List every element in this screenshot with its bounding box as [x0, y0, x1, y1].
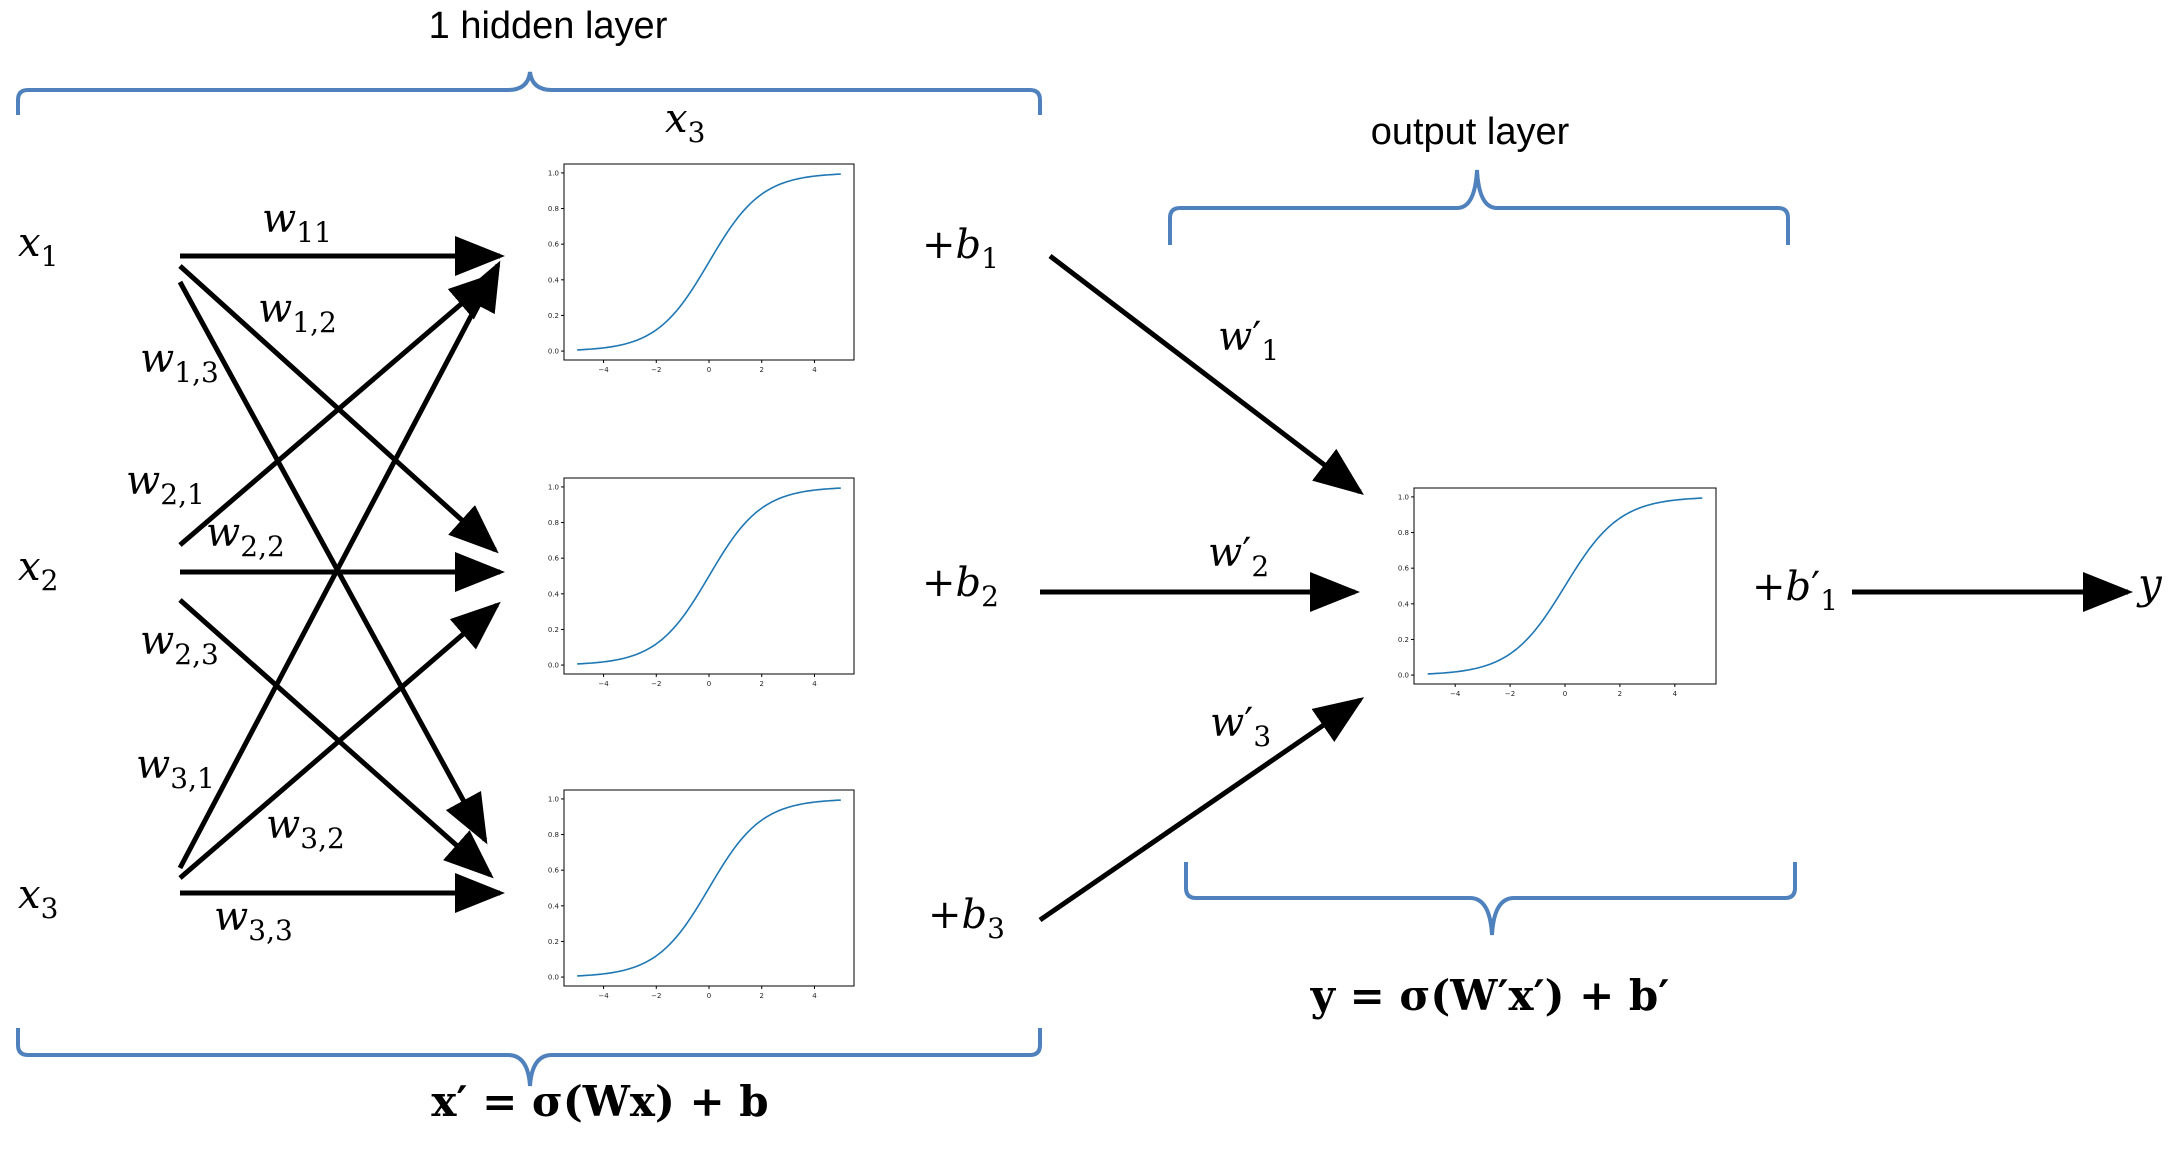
weight-w32-label: w3,2 — [266, 802, 345, 855]
plot-x-tick-label: 4 — [812, 680, 817, 688]
plot-y-tick-label: 1.0 — [548, 795, 559, 803]
plot-y-tick-label: 0.8 — [548, 831, 559, 839]
hidden-to-output-edges — [1038, 254, 2133, 923]
plot-x-tick-label: −2 — [651, 680, 661, 688]
plot-x-tick-label: 4 — [1673, 690, 1678, 698]
plot-y-tick-label: 1.0 — [548, 169, 559, 177]
plot-x-tick-label: 0 — [1563, 690, 1567, 698]
sigmoid-curve — [577, 799, 841, 977]
weight-w13-label: w1,3 — [140, 336, 219, 389]
plot-x-tick-label: 0 — [707, 992, 711, 1000]
plot-y-tick-label: 0.8 — [1398, 529, 1409, 537]
plot-y-tick-label: 0.4 — [548, 902, 560, 910]
plot-y-tick-label: 0.8 — [548, 519, 559, 527]
plot-x-tick-label: 4 — [812, 992, 817, 1000]
output-layer-top-brace — [1168, 169, 1790, 245]
weight-w33-label: w3,3 — [214, 894, 293, 947]
bias-b2-label: +b2 — [922, 560, 999, 613]
edge-w13 — [177, 280, 488, 845]
plot-x-tick-label: 0 — [707, 366, 711, 374]
plot-x-tick-label: 2 — [759, 680, 763, 688]
input-x3-label: x3 — [18, 872, 58, 925]
plot-y-tick-label: 0.0 — [548, 348, 559, 356]
weight-w12-label: w1,2 — [258, 286, 337, 339]
output-variable-label: y — [2136, 559, 2163, 608]
output-layer-equation: y = σ(W′x′) + b′ — [1310, 971, 1670, 1020]
plot-x-tick-label: −2 — [1505, 690, 1515, 698]
sigmoid-curve — [1427, 497, 1703, 675]
plot-y-tick-label: 0.4 — [548, 276, 560, 284]
edge-w-prime-1 — [1048, 254, 1364, 496]
plot-y-tick-label: 0.4 — [548, 590, 560, 598]
output-weight-3-label: w′3 — [1210, 700, 1271, 753]
plot-y-tick-label: 0.6 — [548, 241, 560, 249]
plot-y-tick-label: 1.0 — [1398, 493, 1409, 501]
plot-x-tick-label: 0 — [707, 680, 711, 688]
plot-y-tick-label: 0.0 — [1398, 672, 1409, 680]
weight-w21-label: w2,1 — [126, 458, 205, 511]
hidden-layer-equation: x′ = σ(Wx) + b — [431, 1077, 768, 1126]
plot-y-tick-label: 0.4 — [1398, 600, 1410, 608]
sigmoid-curve — [577, 173, 841, 351]
hidden-neuron-1-sigmoid-plot: −4 −2 0 2 4 0.0 0.2 0.4 0.6 0.8 1.0 — [548, 163, 855, 374]
plot-y-tick-label: 0.6 — [548, 867, 560, 875]
input-x1-label: x1 — [18, 220, 58, 273]
plot-x-tick-label: −4 — [598, 992, 609, 1000]
output-weight-1-label: w′1 — [1218, 314, 1279, 367]
edge-w23 — [178, 598, 494, 879]
plot-y-tick-label: 1.0 — [548, 483, 559, 491]
plot-y-tick-label: 0.0 — [548, 662, 559, 670]
plot-y-tick-label: 0.6 — [1398, 565, 1410, 573]
edge-w21 — [178, 271, 499, 547]
hidden-neuron-3-sigmoid-plot: −4 −2 0 2 4 0.0 0.2 0.4 0.6 0.8 1.0 — [548, 789, 855, 1000]
output-layer-caption: output layer — [1371, 111, 1570, 153]
plot-y-tick-label: 0.0 — [548, 974, 559, 982]
output-weight-2-label: w′2 — [1208, 530, 1269, 583]
plot-y-tick-label: 0.2 — [548, 938, 559, 946]
plot-x-tick-label: 2 — [759, 366, 763, 374]
plot-x-tick-label: 4 — [812, 366, 817, 374]
output-neuron-sigmoid-plot: −4 −2 0 2 4 0.0 0.2 0.4 0.6 0.8 1.0 — [1398, 487, 1717, 698]
plot-y-tick-label: 0.6 — [548, 555, 560, 563]
plot-x-tick-label: −4 — [598, 680, 609, 688]
plot-x-tick-label: −2 — [651, 366, 661, 374]
plot-x-tick-label: −4 — [1450, 690, 1461, 698]
hidden-layer-top-brace — [16, 71, 1042, 115]
edge-w31 — [177, 260, 501, 870]
weight-w11-label: w11 — [262, 196, 332, 249]
hidden-layer-caption: 1 hidden layer — [429, 5, 668, 47]
bias-b1-label: +b1 — [922, 222, 999, 275]
weight-w22-label: w2,2 — [206, 510, 285, 563]
hidden-neuron-2-sigmoid-plot: −4 −2 0 2 4 0.0 0.2 0.4 0.6 0.8 1.0 — [548, 477, 855, 688]
plot-y-tick-label: 0.2 — [548, 312, 559, 320]
edge-w-prime-3 — [1038, 697, 1365, 923]
sigmoid-curve — [577, 487, 841, 665]
plot-y-tick-label: 0.8 — [548, 205, 559, 213]
bias-b3-label: +b3 — [928, 892, 1005, 945]
output-bias-label: +b′1 — [1752, 564, 1838, 617]
weight-w23-label: w2,3 — [140, 618, 219, 671]
plot-y-tick-label: 0.2 — [548, 626, 559, 634]
output-layer-bottom-brace — [1184, 862, 1797, 936]
input-to-hidden-edges — [177, 236, 505, 913]
plot-x-tick-label: 2 — [759, 992, 763, 1000]
weight-w31-label: w3,1 — [136, 742, 215, 795]
input-x2-label: x2 — [18, 544, 58, 597]
plot-y-tick-label: 0.2 — [1398, 636, 1409, 644]
plot-x-tick-label: −2 — [651, 992, 661, 1000]
hidden-layer-bottom-brace — [16, 1028, 1042, 1087]
plot-x-tick-label: −4 — [598, 366, 609, 374]
edge-w32 — [178, 601, 501, 880]
top-neuron-label: x3 — [665, 96, 705, 149]
plot-x-tick-label: 2 — [1618, 690, 1622, 698]
